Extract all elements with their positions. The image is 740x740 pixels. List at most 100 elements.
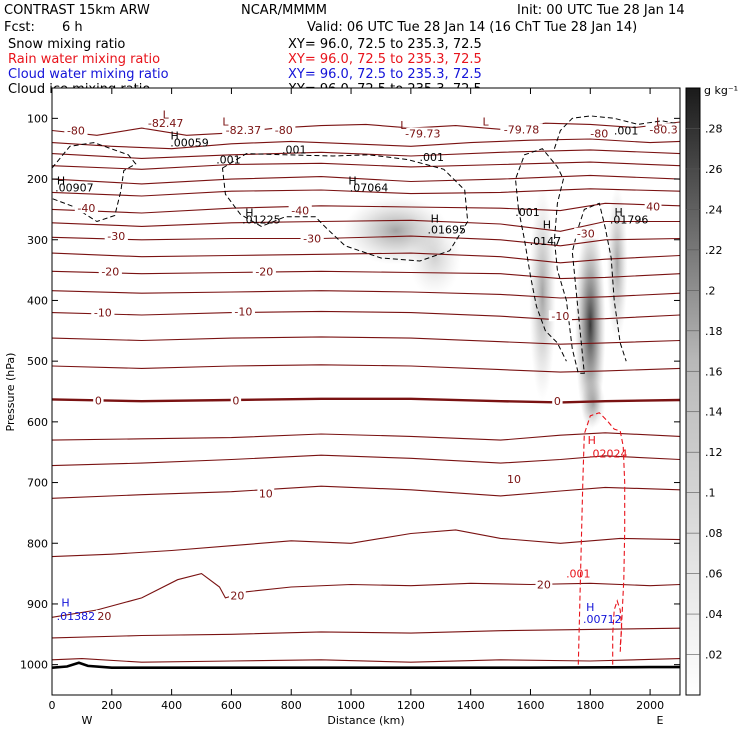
field-snow-name: Snow mixing ratio [8,37,125,52]
isotherm-label-bg [505,472,523,484]
contour-extremum-label: .02024 [589,447,628,460]
y-tick-label: 500 [27,355,48,368]
cloud-ice-contour [221,153,469,262]
snow-shading-blob [529,187,556,402]
isotherm-label-bg [288,204,312,216]
isotherm-label-bg [552,395,563,407]
isotherm-label-bg [98,265,122,277]
isotherm-label: -30 [107,230,125,243]
isotherm-line [52,149,680,159]
isotherm-label-bg [272,123,296,135]
isotherm-label-bg [300,232,324,244]
contour-extremum-label: L [222,115,229,128]
isotherm-label-bg [548,310,572,322]
isotherm-line [52,202,680,214]
colorbar-tick-label: .04 [705,608,723,621]
contour-extremum-label: H [57,174,65,187]
y-tick-label: 300 [27,234,48,247]
y-axis-title: Pressure (hPa) [4,353,17,432]
plot-frame [51,87,681,696]
forecast-hour: 6 h [62,20,83,35]
field-cloudwater-xy: XY= 96.0, 72.5 to 235.3, 72.5 [288,67,482,82]
contour-extremum-label: .01796 [610,214,649,227]
isotherm-line [52,252,680,264]
contour-extremum-label: H [348,174,356,187]
colorbar-tick-label: .24 [705,203,723,216]
isotherm-label: -80 [275,124,293,137]
colorbar-tick-label: .14 [705,406,723,419]
isotherm-label-bg [64,124,88,136]
isotherms [52,121,680,663]
y-tick-label: 700 [27,477,48,490]
isotherm-label: 20 [537,579,551,592]
y-tick-label: 1000 [20,659,48,672]
snow-shading-blob [581,379,606,428]
isotherm-label: -80 [67,124,85,137]
isotherm-label: 20 [97,610,111,623]
x-axis-right-end-label: E [657,714,664,727]
isotherm-label: -10 [551,310,569,323]
isotherm-line [52,336,680,345]
x-tick-label: 800 [281,699,302,712]
isotherm-label: -20 [101,265,119,278]
isotherm-label: 10 [259,487,273,500]
isotherm-label-bg [644,200,662,212]
isotherm-label-bg [74,202,98,214]
field-cloudwater-name: Cloud water mixing ratio [8,67,169,82]
isotherm-label-bg [587,127,611,139]
contour-extremum-label: .00059 [170,137,209,150]
colorbar-scale [685,87,701,696]
y-tick-label: 800 [27,537,48,550]
field-rain-name: Rain water mixing ratio [8,52,160,67]
terrain-line [52,661,680,669]
cloud-ice-contour [518,209,567,362]
isotherm-line [52,573,680,618]
field-snow-xy: XY= 96.0, 72.5 to 235.3, 72.5 [288,37,482,52]
rain-water-contour [577,412,626,665]
isotherm-label: 20 [230,589,244,602]
y-tick-label: 900 [27,598,48,611]
forecast-label: Fcst: [4,20,35,35]
contour-extremum-label: .001 [216,154,241,167]
isotherm-label: -80 [590,128,608,141]
contour-extremum-label: .00712 [583,613,622,626]
isotherm-line [52,174,680,185]
isotherm-line [52,529,680,558]
colorbar-tick-label: .28 [705,122,723,135]
colorbar-unit: g kg⁻¹ [704,84,738,97]
isotherm-label-bg [500,123,543,135]
colorbar-tick-label: .02 [705,649,723,662]
isotherm-line [52,235,680,247]
x-axis-title: Distance (km) [327,714,404,727]
x-tick-label: 2000 [636,699,664,712]
isotherm-labels: -80 -82.47 -82.37 -80 -79.73 -79.78 -80 -80.3 -4… [64,117,680,623]
isotherm-line [52,454,680,467]
colorbar-tick-label: .06 [705,568,723,581]
isotherm-line [52,364,680,373]
x-tick-label: 1400 [457,699,485,712]
rain-water-contours [577,412,626,665]
snow-shading-blob [606,186,628,342]
y-tick-label: 100 [27,112,48,125]
colorbar-tick-label: .16 [705,365,723,378]
isotherm-label-bg [93,394,104,406]
y-tick-label: 200 [27,173,48,186]
isotherm-line [52,432,680,441]
isotherm-label-bg [95,610,113,622]
y-tick-label: 400 [27,294,48,307]
y-tick-label: 600 [27,416,48,429]
x-tick-label: 400 [161,699,182,712]
x-tick-label: 200 [101,699,122,712]
snow-shading-blob [574,217,606,432]
colorbar-tick-label: .26 [705,163,723,176]
contour-extremum-label: H [170,129,178,142]
isotherm-label-bg [144,117,187,129]
x-axis-left-end-label: W [82,714,93,727]
contour-extremum-label: H [431,213,439,226]
contour-extremum-label: .01382 [57,610,96,623]
contour-extremum-label: L [483,115,490,128]
contour-extremum-label: .001 [515,206,540,219]
isotherm-line [52,627,680,639]
isotherm-line [52,161,680,170]
